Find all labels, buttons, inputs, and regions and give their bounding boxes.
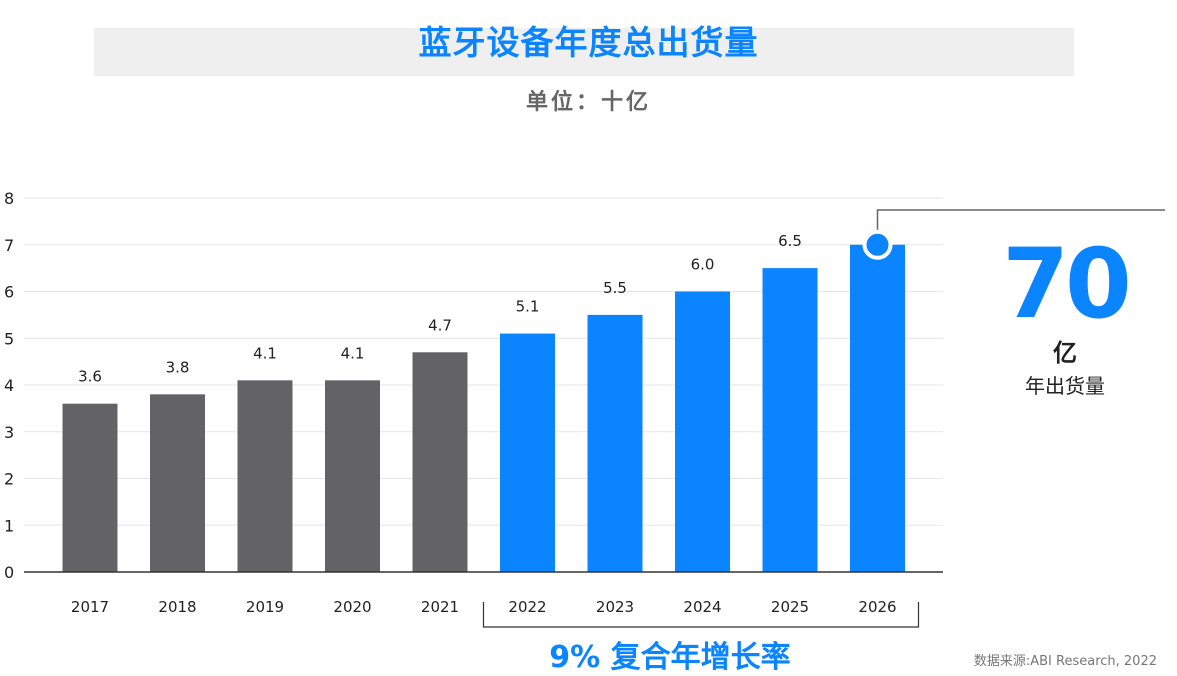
x-tick-label: 2020	[333, 598, 371, 616]
y-tick-label: 0	[4, 563, 14, 582]
chart-subtitle: 单位：十亿	[525, 90, 651, 115]
y-tick-label: 3	[4, 423, 14, 442]
x-tick-label: 2023	[596, 598, 634, 616]
y-tick-label: 2	[4, 470, 14, 489]
callout-unit: 亿	[1053, 339, 1077, 367]
bar-2018	[150, 394, 205, 572]
bar-2021	[412, 352, 468, 572]
chart-title: 蓝牙设备年度总出货量	[418, 23, 759, 62]
data-label: 3.8	[166, 358, 190, 376]
callout-value: 70	[1002, 228, 1132, 340]
y-tick-label: 5	[4, 329, 14, 348]
bar-2023	[587, 314, 643, 572]
callout-marker	[862, 229, 893, 260]
data-label: 4.1	[253, 344, 277, 362]
data-label: 5.1	[516, 298, 540, 316]
x-tick-label: 2018	[158, 598, 196, 616]
bar-2026	[850, 244, 905, 572]
bar-2022	[500, 333, 555, 572]
cagr-label: 9% 复合年增长率	[549, 640, 791, 675]
callout-label: 年出货量	[1025, 374, 1105, 398]
source-note: 数据来源:ABI Research, 2022	[973, 654, 1157, 669]
x-tick-label: 2017	[71, 598, 109, 616]
x-tick-label: 2022	[508, 598, 546, 616]
x-tick-label: 2026	[858, 598, 896, 616]
bar-2019	[237, 380, 293, 572]
y-tick-label: 6	[4, 283, 14, 302]
data-label: 4.1	[341, 344, 365, 362]
title-background	[94, 28, 1074, 76]
y-tick-label: 1	[4, 516, 14, 535]
data-label: 6.0	[691, 256, 715, 274]
data-label: 5.5	[603, 279, 627, 297]
y-tick-label: 7	[4, 236, 14, 255]
data-label: 3.6	[78, 368, 102, 386]
bar-2020	[325, 380, 380, 572]
bar-2024	[675, 291, 730, 572]
y-tick-label: 4	[4, 376, 14, 395]
x-tick-label: 2025	[771, 598, 809, 616]
forecast-bracket	[482, 602, 920, 628]
y-tick-label: 8	[4, 189, 14, 208]
data-label: 6.5	[778, 232, 802, 250]
bar-2017	[62, 403, 118, 572]
x-tick-label: 2019	[246, 598, 284, 616]
data-label: 4.7	[428, 316, 452, 334]
x-tick-label: 2021	[421, 598, 459, 616]
bar-2025	[762, 268, 818, 572]
x-tick-label: 2024	[683, 598, 721, 616]
